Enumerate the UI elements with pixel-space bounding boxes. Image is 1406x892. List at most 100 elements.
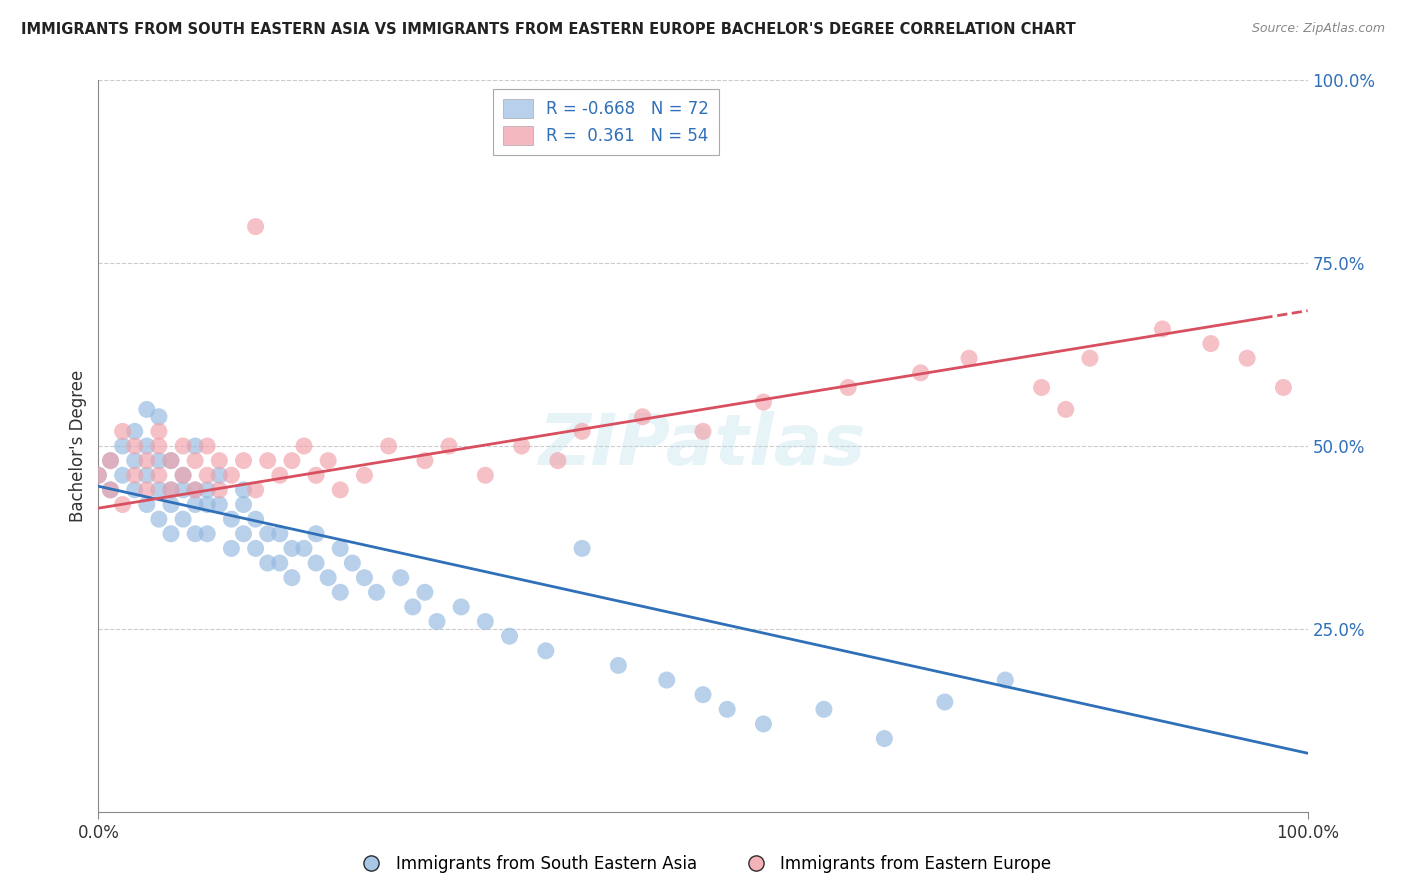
- Point: [1078, 351, 1101, 366]
- Point: [474, 615, 496, 629]
- Point: [148, 512, 170, 526]
- Legend: Immigrants from South Eastern Asia, Immigrants from Eastern Europe: Immigrants from South Eastern Asia, Immi…: [347, 848, 1059, 880]
- Point: [245, 512, 267, 526]
- Point: [111, 425, 134, 439]
- Point: [692, 688, 714, 702]
- Point: [160, 483, 183, 497]
- Point: [366, 585, 388, 599]
- Point: [292, 541, 315, 556]
- Point: [195, 498, 218, 512]
- Point: [256, 453, 278, 467]
- Point: [450, 599, 472, 614]
- Point: [269, 556, 291, 570]
- Point: [195, 483, 218, 497]
- Point: [208, 483, 231, 497]
- Point: [292, 439, 315, 453]
- Point: [124, 453, 146, 467]
- Point: [148, 409, 170, 424]
- Point: [426, 615, 449, 629]
- Point: [994, 673, 1017, 687]
- Y-axis label: Bachelor's Degree: Bachelor's Degree: [69, 370, 87, 522]
- Point: [135, 453, 157, 467]
- Point: [135, 468, 157, 483]
- Point: [195, 468, 218, 483]
- Point: [281, 453, 304, 467]
- Point: [353, 571, 375, 585]
- Point: [402, 599, 425, 614]
- Point: [160, 526, 183, 541]
- Point: [160, 453, 183, 467]
- Point: [305, 468, 328, 483]
- Point: [232, 483, 254, 497]
- Point: [316, 453, 339, 467]
- Point: [184, 439, 207, 453]
- Point: [208, 453, 231, 467]
- Point: [571, 425, 593, 439]
- Point: [752, 717, 775, 731]
- Point: [135, 483, 157, 497]
- Point: [1031, 380, 1053, 394]
- Point: [837, 380, 859, 394]
- Point: [534, 644, 557, 658]
- Point: [813, 702, 835, 716]
- Point: [256, 556, 278, 570]
- Point: [124, 468, 146, 483]
- Point: [1236, 351, 1258, 366]
- Point: [221, 541, 243, 556]
- Point: [437, 439, 460, 453]
- Point: [208, 498, 231, 512]
- Point: [389, 571, 412, 585]
- Point: [100, 453, 122, 467]
- Point: [245, 541, 267, 556]
- Point: [172, 512, 194, 526]
- Point: [498, 629, 520, 643]
- Point: [100, 483, 122, 497]
- Point: [413, 585, 436, 599]
- Point: [87, 468, 110, 483]
- Point: [135, 498, 157, 512]
- Point: [474, 468, 496, 483]
- Point: [148, 483, 170, 497]
- Point: [184, 526, 207, 541]
- Point: [160, 483, 183, 497]
- Point: [305, 526, 328, 541]
- Point: [221, 468, 243, 483]
- Point: [269, 526, 291, 541]
- Point: [184, 483, 207, 497]
- Point: [148, 453, 170, 467]
- Point: [631, 409, 654, 424]
- Point: [135, 402, 157, 417]
- Point: [172, 483, 194, 497]
- Point: [329, 585, 352, 599]
- Point: [124, 439, 146, 453]
- Point: [135, 439, 157, 453]
- Point: [910, 366, 932, 380]
- Point: [148, 439, 170, 453]
- Point: [305, 556, 328, 570]
- Point: [342, 556, 364, 570]
- Point: [195, 526, 218, 541]
- Point: [124, 425, 146, 439]
- Point: [655, 673, 678, 687]
- Legend: R = -0.668   N = 72, R =  0.361   N = 54: R = -0.668 N = 72, R = 0.361 N = 54: [494, 88, 720, 155]
- Point: [148, 468, 170, 483]
- Point: [329, 483, 352, 497]
- Point: [208, 468, 231, 483]
- Text: ZIPatlas: ZIPatlas: [540, 411, 866, 481]
- Point: [172, 468, 194, 483]
- Point: [256, 526, 278, 541]
- Point: [752, 395, 775, 409]
- Point: [232, 453, 254, 467]
- Point: [124, 483, 146, 497]
- Point: [195, 439, 218, 453]
- Point: [148, 425, 170, 439]
- Point: [172, 468, 194, 483]
- Point: [87, 468, 110, 483]
- Text: IMMIGRANTS FROM SOUTH EASTERN ASIA VS IMMIGRANTS FROM EASTERN EUROPE BACHELOR'S : IMMIGRANTS FROM SOUTH EASTERN ASIA VS IM…: [21, 22, 1076, 37]
- Point: [571, 541, 593, 556]
- Point: [1272, 380, 1295, 394]
- Point: [607, 658, 630, 673]
- Point: [377, 439, 399, 453]
- Point: [281, 541, 304, 556]
- Point: [873, 731, 896, 746]
